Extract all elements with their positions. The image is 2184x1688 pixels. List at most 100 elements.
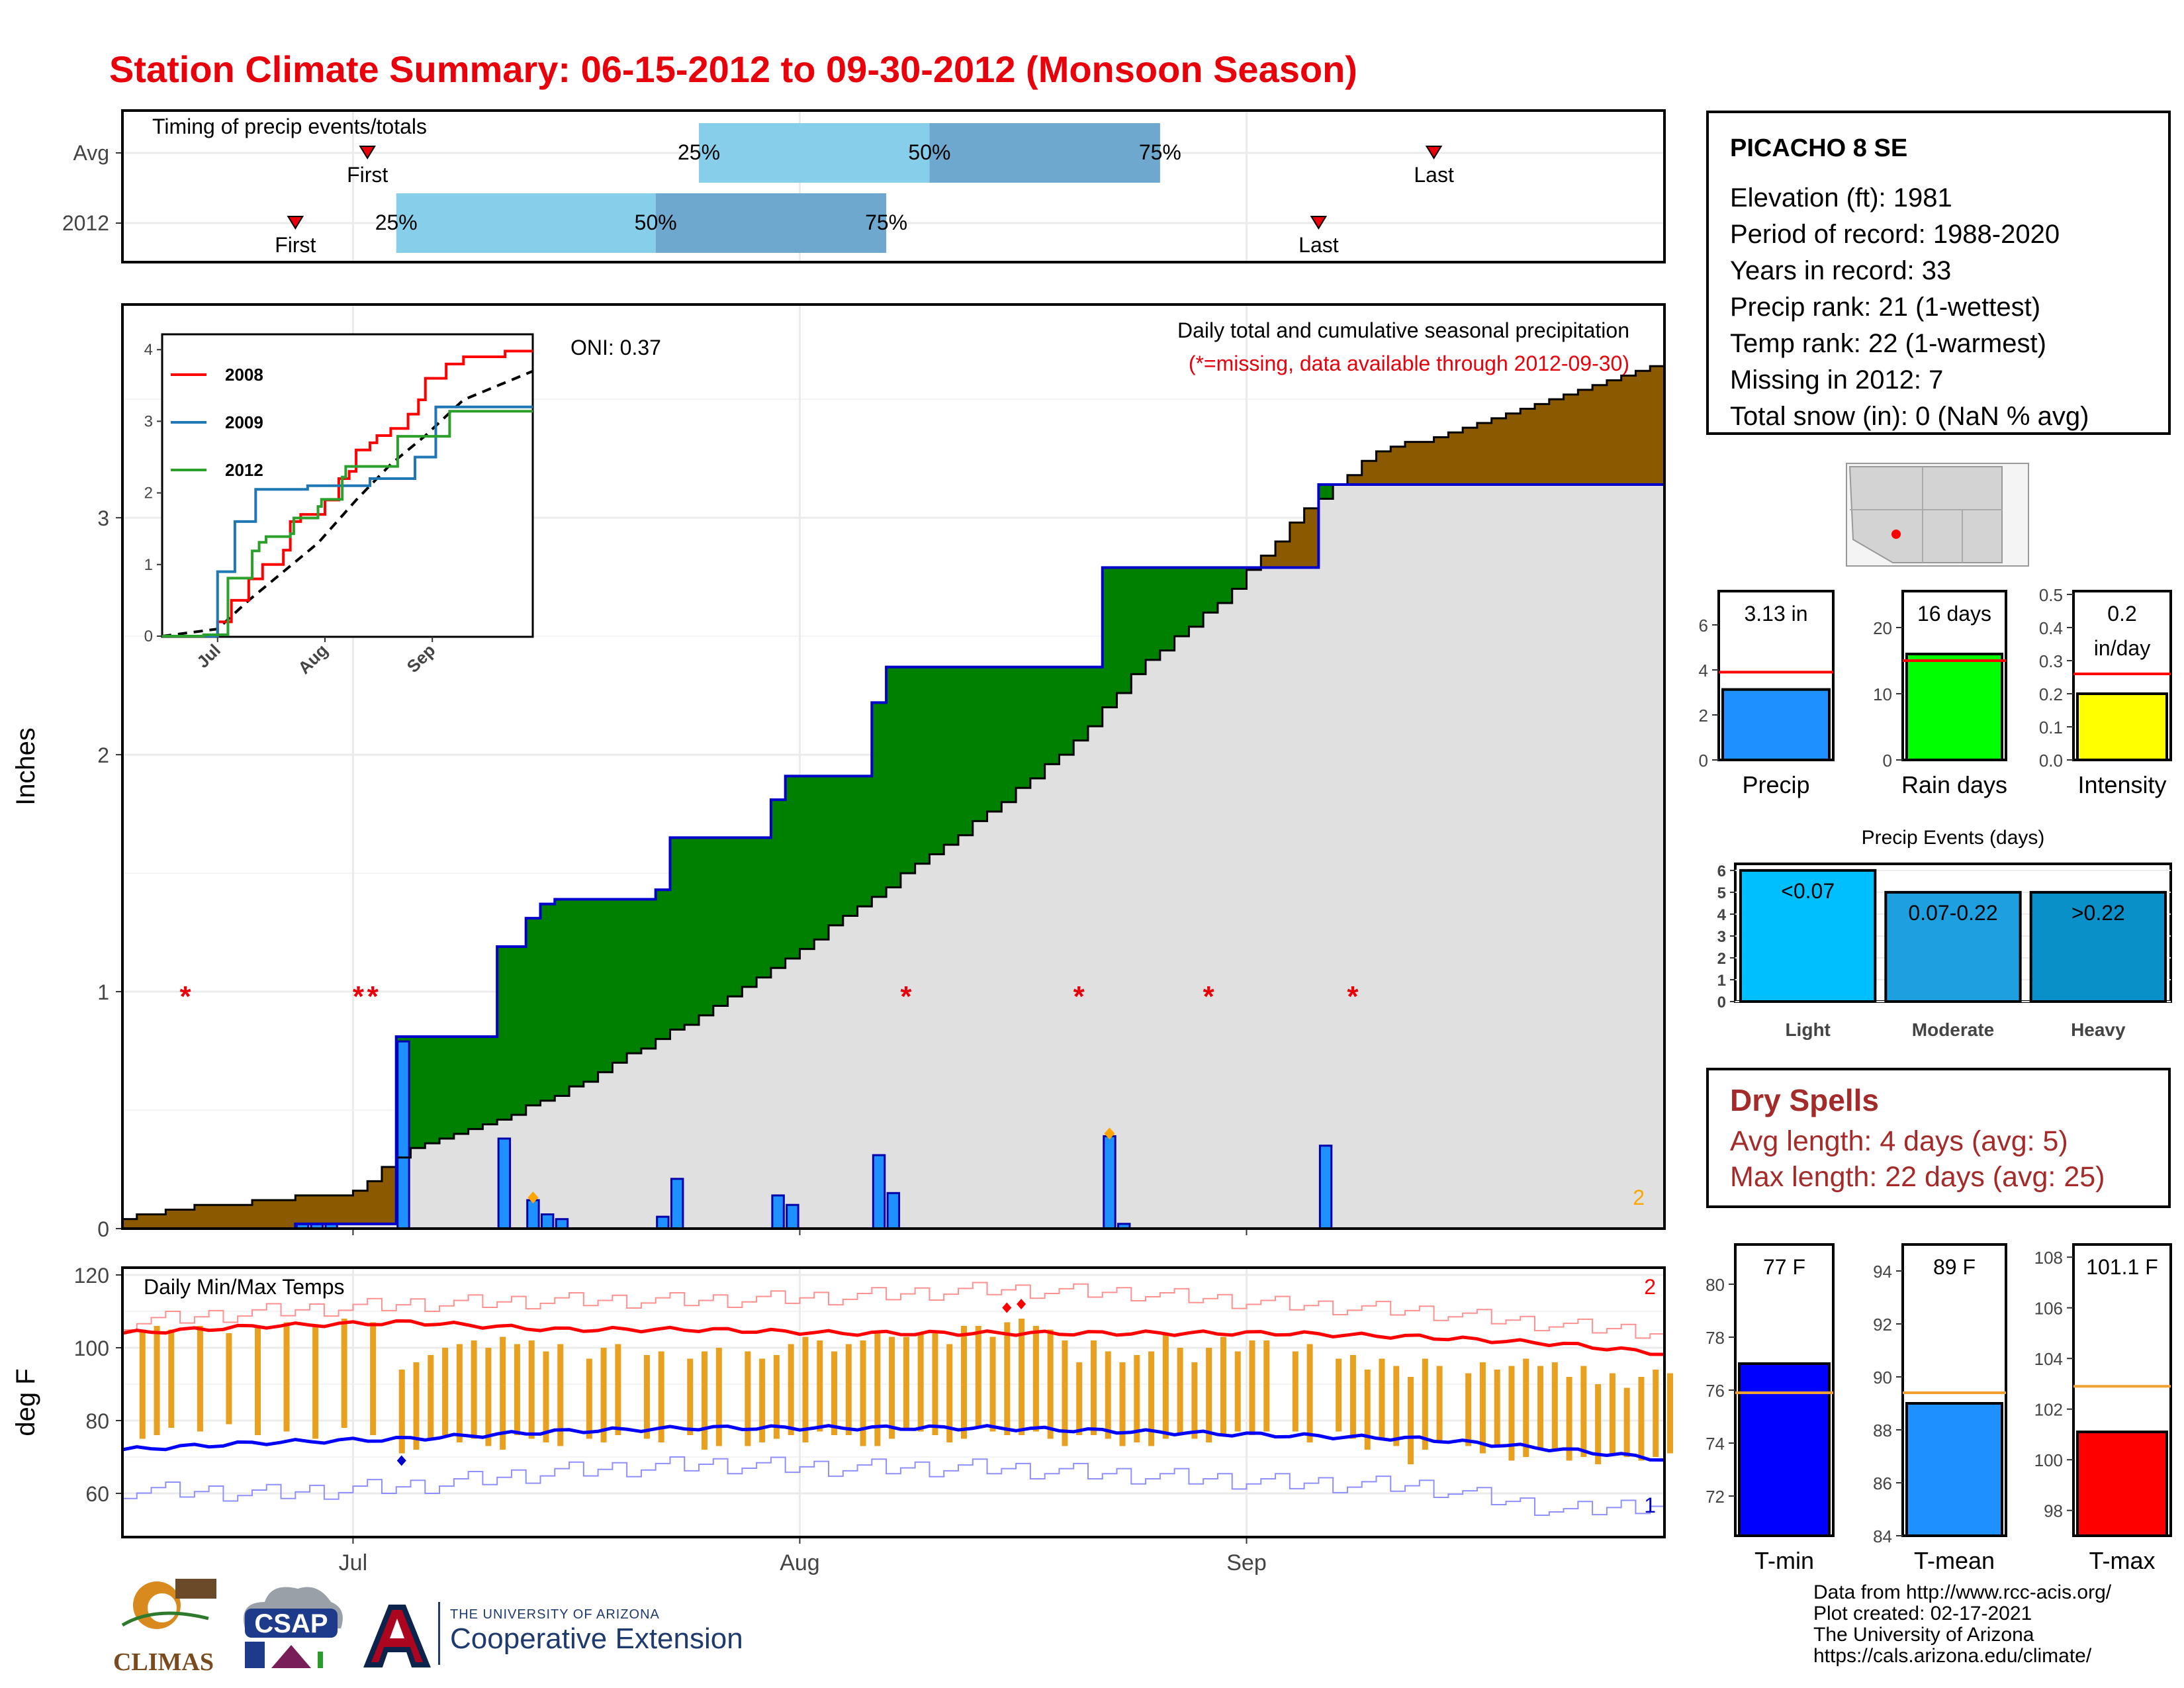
climas-logo-text: CLIMAS (113, 1648, 214, 1676)
precip-normal-area (1160, 650, 1175, 1229)
precip-events-y-tick-label: 6 (1717, 863, 1726, 880)
summary-y-tick-label: 0.3 (2039, 651, 2063, 671)
precip-below-avg-area (251, 1200, 267, 1229)
temps-x-tick-label: Aug (780, 1550, 820, 1575)
precip-daily-bar (1103, 1135, 1116, 1230)
precip-below-avg-area (1275, 541, 1291, 568)
timing-label-50: 50% (908, 140, 950, 164)
precip-events-y-tick-label: 4 (1717, 906, 1727, 924)
station-missing: Missing in 2012: 7 (1730, 365, 1944, 395)
temps-daily-range-bar (1523, 1358, 1529, 1457)
temps-daily-range-bar (889, 1336, 895, 1439)
precip-above-avg-area (1087, 667, 1103, 727)
precip-below-avg-area (1376, 451, 1391, 485)
temps-daily-range-bar (1494, 1370, 1500, 1446)
temps-daily-range-bar (341, 1319, 347, 1428)
precip-above-avg-area (468, 1037, 483, 1129)
temps-daily-range-bar (932, 1333, 938, 1435)
precip-below-avg-area (1535, 404, 1550, 485)
footer-university: The University of Arizona (1813, 1624, 2034, 1646)
precip-panel-border (121, 303, 1666, 1230)
precip-below-avg-area (1477, 422, 1492, 485)
inset-series-line-2009 (162, 405, 533, 637)
temps-daily-range-bar (1062, 1340, 1068, 1446)
precip-below-avg-area (281, 1200, 296, 1229)
temps-daily-range-bar (1595, 1384, 1602, 1464)
timing-bar-25-50 (699, 123, 930, 183)
precip-normal-area (1087, 726, 1103, 1229)
inset-series-line-2012 (162, 410, 533, 637)
timing-label-25: 25% (375, 211, 418, 234)
summary-y-tick-label: 20 (1873, 618, 1892, 638)
precip-events-title: Precip Events (days) (1862, 827, 2045, 849)
precip-events-bar (1739, 868, 1877, 1004)
precip-above-avg-area (425, 1037, 440, 1144)
inset-legend-label: 2009 (225, 412, 263, 432)
precip-below-avg-area (1405, 442, 1420, 485)
precip-normal-area (655, 1039, 671, 1229)
summary-value-label: 3.13 in (1744, 602, 1807, 626)
summary-y-tick-label: 6 (1699, 616, 1708, 635)
precip-above-avg-area (1001, 667, 1017, 802)
precip-above-avg-area (972, 667, 988, 821)
precip-normal-area (453, 1133, 469, 1229)
csap-logo: CSAP (232, 1582, 351, 1681)
temps-daily-range-bar (1076, 1362, 1083, 1435)
precip-below-avg-area (1621, 375, 1637, 485)
precip-normal-area (367, 1223, 383, 1229)
summary-y-tick-label: 76 (1706, 1381, 1725, 1401)
timing-bar-50-75 (929, 123, 1160, 183)
summary-y-tick-label: 94 (1873, 1262, 1892, 1282)
precip-normal-area (627, 1053, 642, 1229)
temps-daily-range-bar (283, 1322, 290, 1432)
precip-events-y-tick-label: 2 (1717, 950, 1726, 968)
summary-value-label: 89 F (1933, 1255, 1976, 1279)
precip-normal-area (944, 845, 959, 1229)
precip-normal-area (1001, 802, 1017, 1229)
temps-daily-range-bar (428, 1355, 434, 1439)
temps-daily-range-bar (1436, 1366, 1443, 1442)
temps-daily-range-bar (745, 1351, 751, 1446)
temps-daily-range-bar (658, 1351, 664, 1442)
temps-daily-range-bar (1465, 1373, 1472, 1446)
temps-y-tick-label: 100 (74, 1336, 109, 1360)
precip-above-avg-area (1318, 485, 1334, 499)
summary-y-tick-label: 0.4 (2039, 618, 2063, 638)
precip-normal-area (468, 1129, 483, 1229)
precip-below-avg-area (295, 1195, 310, 1224)
summary-y-tick-label: 0 (1699, 751, 1708, 771)
precip-normal-area (1030, 778, 1046, 1229)
precip-daily-bar (656, 1215, 670, 1230)
precip-corner-count: 2 (1633, 1186, 1645, 1209)
summary-y-tick-label: 0 (1883, 751, 1892, 771)
precip-events-category-label: Heavy (2071, 1019, 2126, 1040)
precip-title: Daily total and cumulative seasonal prec… (1177, 318, 1629, 342)
precip-above-avg-area (1232, 567, 1248, 589)
precip-normal-area (1189, 626, 1204, 1229)
summary-y-tick-label: 100 (2034, 1450, 2063, 1470)
precip-daily-bar (526, 1199, 540, 1230)
timing-label-first: First (347, 163, 388, 187)
precip-above-avg-area (814, 776, 829, 940)
temps-daily-range-bar (960, 1326, 967, 1439)
station-name: PICACHO 8 SE (1730, 134, 1908, 162)
summary-panel-name: T-mean (1914, 1547, 1995, 1574)
temps-daily-range-bar (1119, 1362, 1126, 1446)
precip-below-avg-area (381, 1166, 397, 1224)
precip-normal-area (842, 915, 858, 1229)
footer-data-source: Data from http://www.rcc-acis.org/ (1813, 1581, 2112, 1603)
precip-below-avg-area (122, 1219, 138, 1229)
precip-above-avg-area (1102, 567, 1118, 708)
temps-x-tick-label: Jul (339, 1550, 367, 1575)
university-of-arizona-logo (361, 1602, 433, 1671)
precip-above-avg-area (742, 837, 757, 987)
precip-y-tick-label: 3 (97, 506, 109, 530)
temps-daily-range-bar (860, 1340, 866, 1446)
temps-daily-range-bar (168, 1329, 175, 1428)
precip-normal-area (1116, 693, 1132, 1229)
summary-y-tick-label: 80 (1706, 1275, 1725, 1295)
temps-daily-range-bar (831, 1351, 838, 1435)
precip-below-avg-area (1261, 555, 1276, 568)
temps-daily-range-bar (226, 1333, 232, 1425)
